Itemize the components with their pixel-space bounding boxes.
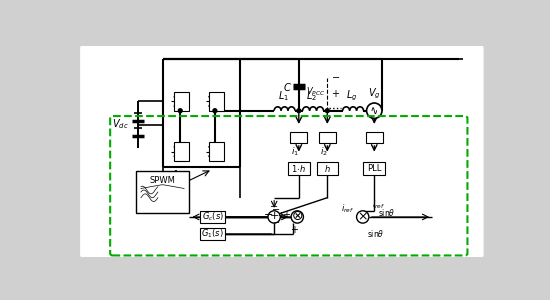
Text: $-$: $-$ [331,71,340,81]
Text: $i_{ref}$: $i_{ref}$ [341,203,354,215]
FancyBboxPatch shape [317,161,338,176]
FancyBboxPatch shape [288,161,310,176]
FancyBboxPatch shape [135,171,189,213]
Text: $C$: $C$ [283,81,292,93]
Text: −: − [272,219,279,228]
Bar [209,92,224,111]
Text: −: − [272,205,280,215]
Text: +: + [270,211,279,221]
Text: +: + [277,211,284,220]
Text: $\otimes$: $\otimes$ [291,209,304,223]
FancyBboxPatch shape [364,161,385,176]
Text: PLL: PLL [367,164,382,173]
Text: $\times$: $\times$ [358,211,368,224]
Circle shape [213,109,217,112]
Text: +: + [290,225,298,235]
Text: $L_1$: $L_1$ [278,89,289,103]
Text: sin$\theta$: sin$\theta$ [378,207,395,218]
FancyBboxPatch shape [366,132,383,143]
Text: −: − [264,210,273,220]
Text: sin$\theta$: sin$\theta$ [366,228,384,239]
Text: $L_g$: $L_g$ [346,88,358,103]
Text: $V_{dc}$: $V_{dc}$ [112,118,129,131]
Text: $V_g$: $V_g$ [368,86,381,101]
Text: $L_2$: $L_2$ [306,89,317,103]
Text: $i_1$: $i_1$ [291,145,299,158]
Text: SPWM: SPWM [150,176,175,185]
Bar [209,142,224,161]
Bar [174,92,189,111]
FancyBboxPatch shape [319,132,336,143]
Circle shape [356,211,369,223]
Text: $V_{PCC}$: $V_{PCC}$ [306,85,326,98]
Text: $1\!\cdot\! h$: $1\!\cdot\! h$ [291,163,306,174]
Circle shape [291,211,304,223]
Text: −: − [270,202,278,212]
Circle shape [268,211,280,223]
Circle shape [178,109,182,112]
Text: $G_c(s)$: $G_c(s)$ [201,211,224,223]
Circle shape [297,109,301,112]
Text: +: + [282,210,290,220]
Text: $h$: $h$ [324,163,331,174]
Text: $i_2$: $i_2$ [320,145,327,158]
FancyBboxPatch shape [290,132,307,143]
Circle shape [367,103,382,118]
Text: $+$: $+$ [331,88,340,99]
Text: $G_1(s)$: $G_1(s)$ [201,228,224,240]
FancyBboxPatch shape [80,46,483,257]
Text: $i_{ref}$: $i_{ref}$ [372,198,385,211]
Circle shape [326,109,329,112]
Bar [174,142,189,161]
FancyBboxPatch shape [200,211,225,223]
FancyBboxPatch shape [200,228,225,240]
